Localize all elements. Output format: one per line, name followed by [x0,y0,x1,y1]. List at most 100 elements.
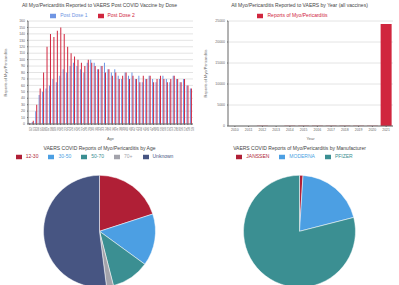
html-text:70+: 70+ [124,153,133,159]
svg-text:27: 27 [80,127,85,131]
svg-text:26: 26 [77,127,82,131]
svg-text:42: 42 [132,127,137,131]
svg-text:2013: 2013 [272,128,280,132]
svg-text:100: 100 [19,58,25,62]
svg-text:60: 60 [21,84,25,88]
html-text:Reports of Myo/Pericarditis: Reports of Myo/Pericarditis [267,12,328,18]
svg-text:36: 36 [111,127,116,131]
svg-text:25: 25 [73,127,78,131]
svg-text:40: 40 [21,96,25,100]
svg-text:20: 20 [56,127,61,131]
svg-text:22: 22 [63,127,68,131]
svg-text:160: 160 [19,19,25,23]
svg-text:47: 47 [149,127,154,131]
html-text:Post Dose 2: Post Dose 2 [107,12,135,18]
svg-text:0: 0 [223,124,225,128]
svg-text:31: 31 [94,127,99,131]
svg-text:13: 13 [32,127,37,131]
svg-text:120: 120 [19,45,25,49]
svg-text:33: 33 [101,127,106,131]
html-text:30-50: 30-50 [58,153,72,159]
html-text:JANSSEN: JANSSEN [246,153,270,159]
svg-text:38: 38 [118,127,123,131]
svg-text:28: 28 [84,127,89,131]
svg-text:14: 14 [36,127,41,131]
svg-text:59: 59 [191,127,195,131]
svg-text:44: 44 [139,127,144,131]
svg-text:50: 50 [21,90,25,94]
svg-text:53: 53 [170,127,175,131]
svg-text:16: 16 [43,127,47,131]
svg-text:2011: 2011 [245,128,253,132]
svg-text:32: 32 [98,127,102,131]
svg-text:15000: 15000 [215,61,225,65]
svg-text:110: 110 [19,51,25,55]
svg-text:24: 24 [70,127,75,131]
svg-text:Reports of Myo/Pericarditis: Reports of Myo/Pericarditis [8,48,9,96]
svg-text:39: 39 [122,127,126,131]
svg-text:Age: Age [107,136,115,141]
svg-text:17: 17 [46,127,51,131]
svg-text:51: 51 [163,127,168,131]
svg-text:20000: 20000 [215,40,225,44]
svg-text:5000: 5000 [217,103,225,107]
svg-text:34: 34 [104,127,109,131]
svg-text:2020: 2020 [368,128,376,132]
html-text:PFIZER: PFIZER [334,153,353,159]
svg-text:37: 37 [115,127,120,131]
svg-text:Year: Year [306,136,315,141]
svg-text:140: 140 [19,32,25,36]
svg-text:56: 56 [180,127,185,131]
svg-text:48: 48 [153,127,157,131]
svg-text:50: 50 [159,127,164,131]
svg-text:21: 21 [60,127,65,131]
html-text:VAERS COVID Reports of Myo/Per: VAERS COVID Reports of Myo/Pericarditis … [233,145,366,151]
svg-text:2015: 2015 [300,128,308,132]
svg-text:2012: 2012 [258,128,266,132]
svg-text:55: 55 [177,127,181,131]
html-text:Unknown: Unknown [152,153,174,159]
svg-text:80: 80 [21,71,25,75]
svg-text:30: 30 [21,103,25,107]
svg-text:10000: 10000 [215,82,225,86]
svg-text:2018: 2018 [341,128,349,132]
svg-text:25000: 25000 [215,19,225,23]
svg-text:0: 0 [23,122,25,126]
svg-text:2014: 2014 [286,128,294,132]
svg-text:130: 130 [19,39,25,43]
svg-text:20: 20 [21,109,25,113]
svg-text:150: 150 [19,26,25,30]
svg-text:18: 18 [49,127,54,131]
svg-text:2019: 2019 [355,128,363,132]
svg-text:43: 43 [135,127,140,131]
svg-text:46: 46 [146,127,151,131]
svg-text:2016: 2016 [313,128,321,132]
svg-text:52: 52 [166,127,171,131]
svg-text:12: 12 [29,127,34,131]
html-text:VAERS COVID Reports of Myo/Per: VAERS COVID Reports of Myo/Pericarditis … [43,145,156,151]
svg-text:70: 70 [21,77,25,81]
svg-text:2017: 2017 [327,128,335,132]
svg-text:90: 90 [21,64,25,68]
svg-text:23: 23 [67,127,71,131]
svg-text:45: 45 [142,127,147,131]
html-text:All Myo/Pericarditis Reported: All Myo/Pericarditis Reported to VAERS P… [21,2,178,8]
html-text:50-70: 50-70 [91,153,104,159]
svg-text:2021: 2021 [382,128,390,132]
html-text:12-30: 12-30 [25,153,39,159]
svg-text:41: 41 [128,127,133,131]
svg-text:49: 49 [156,127,161,131]
html-text:MODERNA: MODERNA [289,153,315,159]
html-text:Post Dose 1: Post Dose 1 [60,12,88,18]
svg-text:Reports of Myo/Pericarditis: Reports of Myo/Pericarditis [203,49,208,97]
svg-text:40: 40 [125,127,130,131]
svg-text:15: 15 [39,127,44,131]
svg-text:19: 19 [53,127,58,131]
svg-text:10: 10 [21,116,25,120]
svg-text:2010: 2010 [231,128,239,132]
svg-text:35: 35 [108,127,113,131]
svg-text:30: 30 [91,127,96,131]
svg-text:29: 29 [87,127,92,131]
html-text:All Myo/Pericarditis Reported: All Myo/Pericarditis Reported to VAERS b… [231,2,368,8]
svg-text:54: 54 [173,127,178,131]
